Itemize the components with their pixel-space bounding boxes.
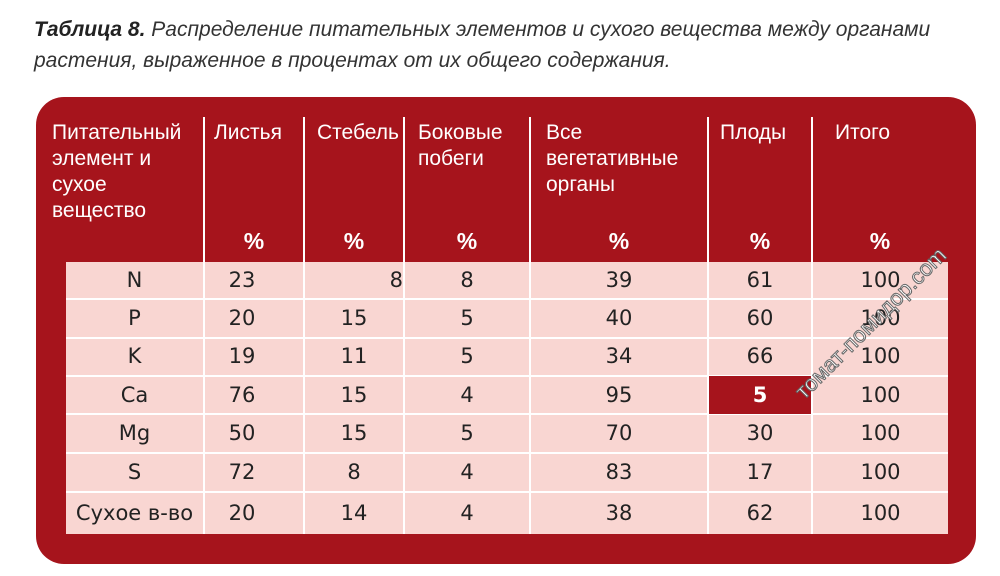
table-cell: Mg [118,421,151,445]
table-cell: 20 [228,306,256,330]
table-cell: 38 [605,501,633,525]
column-divider [811,117,813,534]
column-divider [403,117,405,534]
row-divider [66,452,948,454]
table-cell: 40 [605,306,633,330]
column-divider [707,117,709,534]
table-cell: 15 [340,383,368,407]
table-cell: 61 [746,268,774,292]
row-divider [66,413,948,415]
caption-text: Распределение питательных элементов и су… [34,18,931,72]
unit-vegetative: % [608,228,630,254]
header-stem: Стебель [317,121,399,144]
table-cell: 100 [860,421,901,445]
table-cell: 72 [228,460,256,484]
table-cell: K [127,344,142,368]
column-divider [303,117,305,534]
header-side-shoots: Боковые побеги [418,121,503,170]
table-cell: 100 [860,383,901,407]
header-vegetative: Все вегетативные органы [546,121,679,196]
table-cell: 34 [605,344,633,368]
unit-side-shoots: % [456,228,478,254]
table-cell: 62 [746,501,774,525]
table-cell: 17 [746,460,774,484]
table-cell: 14 [340,501,368,525]
table-cell: 19 [228,344,256,368]
table-cell: 100 [860,501,901,525]
column-divider [529,117,531,534]
unit-stem: % [343,228,365,254]
row-divider [66,337,948,339]
table-cell: 8 [460,268,474,292]
table-cell: N [126,268,143,292]
unit-fruits: % [749,228,771,254]
table-cell: P [128,306,141,330]
table-cell: 11 [340,344,368,368]
column-divider [203,117,205,534]
table-cell: 76 [228,383,256,407]
table-cell: 23 [228,268,256,292]
table-cell: 4 [460,501,474,525]
table-cell: 100 [860,268,901,292]
table-cell: 83 [605,460,633,484]
table-cell: 70 [605,421,633,445]
table-cell: 5 [460,306,474,330]
table-cell: Ca [120,383,149,407]
table-cell: 50 [228,421,256,445]
caption-label: Таблица 8. [34,18,146,41]
table-cell: 100 [860,344,901,368]
header-total: Итого [835,121,891,144]
table-cell: 5 [460,344,474,368]
table-cell: 4 [460,383,474,407]
row-divider [66,375,948,377]
table-cell: 4 [460,460,474,484]
table-cell: 100 [860,306,901,330]
table-cell: 66 [746,344,774,368]
unit-total: % [869,228,891,254]
table-cell: 30 [746,421,774,445]
header-leaves: Листья [214,121,282,144]
unit-leaves: % [243,228,265,254]
header-element: Питательный элемент и сухое вещество [52,121,182,222]
table-cell: 95 [605,383,633,407]
table-cell: 15 [340,306,368,330]
table-cell: 15 [340,421,368,445]
table-caption: Таблица 8. Распределение питательных эле… [34,14,984,76]
highlighted-cell: 5 [709,376,811,414]
header-fruits: Плоды [720,121,787,144]
table-cell: Сухое в-во [75,501,194,525]
table-cell: 5 [460,421,474,445]
table-cell: 8 [389,268,403,292]
table-cell: 8 [347,460,361,484]
row-divider [66,491,948,493]
table-cell: 39 [605,268,633,292]
table-cell: S [127,460,142,484]
table-cell: 20 [228,501,256,525]
table-cell: 100 [860,460,901,484]
table-cell: 60 [746,306,774,330]
row-divider [66,298,948,300]
